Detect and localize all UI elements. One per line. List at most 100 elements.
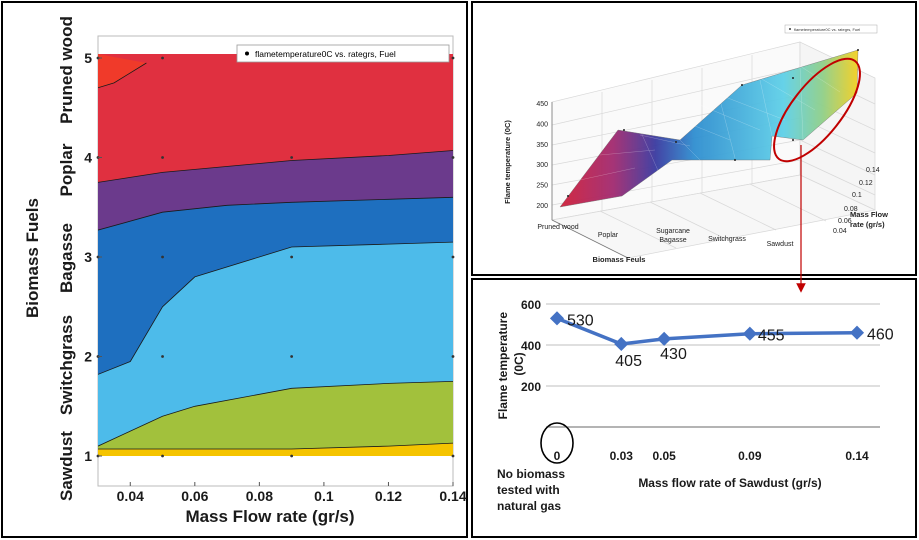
contour-sample-point [161, 56, 164, 60]
surface-rate-tick-label: 0.14 [866, 167, 880, 174]
contour-plot: 0.04 0.06 0.08 0.1 0.12 0.14 1 2 3 4 5 Sawdust Swi… [23, 16, 467, 526]
line-x-tick-label: 0.14 [845, 449, 869, 463]
line-x-tick-label: 0.05 [652, 449, 676, 463]
zero-note-line-1: No biomass [497, 467, 565, 481]
surface-z-axis-label: Flame temperature (0C) [503, 120, 512, 204]
line-series [556, 316, 858, 346]
contour-sample-point [290, 355, 294, 358]
contour-fuel-label: Sawdust [57, 431, 76, 501]
line-y-tick-label: 200 [521, 380, 541, 394]
contour-x-tick-label: 0.12 [375, 488, 402, 504]
surface-z-tick-label: 450 [536, 101, 548, 108]
line-chart: 200 400 600 0 0.03 0.05 0.09 0.14 530 405 430 455… [496, 298, 894, 513]
surface-fuel-tick-label: Sawdust [767, 241, 794, 248]
contour-line [98, 150, 453, 183]
surface-fuel-tick-label-line: Pruned wood [537, 224, 578, 231]
line-point [657, 331, 672, 346]
surface-fuel-tick-label-line: Sawdust [767, 241, 794, 248]
contour-line [98, 241, 453, 375]
line-y-axis-label: Flame temperature (0C) [496, 309, 526, 420]
contour-band [98, 443, 453, 456]
surface-z-tick-label: 200 [536, 203, 548, 210]
zero-highlight-ellipse [540, 422, 574, 464]
surface-fuel-tick-label-line: Switchgrass [708, 236, 746, 243]
surface-legend-marker [789, 28, 791, 30]
contour-legend: flametemperature0C vs. rategrs, Fuel [236, 44, 450, 63]
contour-sample-point [451, 255, 455, 259]
surface-fuel-tick-label: Pruned wood [537, 224, 578, 231]
line-point [614, 336, 629, 352]
contour-sample-point [161, 454, 164, 458]
line-data-label: 430 [660, 346, 687, 363]
contour-y-tick-label: 3 [84, 249, 92, 265]
contour-line [98, 196, 453, 231]
surface-mesh [559, 49, 859, 208]
top-right-panel-frame [471, 1, 917, 276]
line-data-label: 460 [867, 327, 894, 344]
contour-sample-point [161, 156, 164, 159]
zero-note: No biomass tested with natural gas [497, 467, 568, 513]
contour-sample-point [451, 355, 455, 358]
surface-fuel-tick-label: Poplar [598, 232, 619, 239]
contour-legend-text: flametemperature0C vs. rategrs, Fuel [255, 49, 396, 59]
surface-y-axis-label-line-1: Mass Flow [850, 210, 888, 219]
contour-legend-box [236, 44, 450, 63]
line-point [742, 326, 757, 341]
contour-legend-marker [245, 51, 249, 56]
surface-rate-tick-label: 0.08 [844, 206, 858, 213]
surface-rate-tick-label: 0.1 [852, 192, 862, 199]
contour-sample-point [290, 156, 294, 159]
surface-fuel-tick-label: Switchgrass [708, 236, 746, 243]
line-x-tick-label: 0 [554, 449, 561, 463]
contour-band [98, 381, 453, 456]
surface-z-tick-label: 250 [536, 183, 548, 190]
contour-x-axis-label: Mass Flow rate (gr/s) [185, 507, 354, 526]
surface-fuel-tick-label: Sugarcane Bagasse [656, 228, 690, 244]
contour-sample-point [451, 56, 455, 60]
contour-y-tick-label: 4 [84, 150, 92, 166]
contour-line [98, 62, 147, 89]
zero-note-line-2: tested with [497, 483, 560, 497]
surface-legend-box [784, 24, 878, 34]
line-x-tick-label: 0.03 [610, 449, 634, 463]
surface-x-axis-label: Biomass Feuls [593, 255, 646, 264]
surface-legend-text: flametemperature0C vs. rategrs, Fuel [794, 27, 860, 32]
zero-note-line-3: natural gas [497, 499, 561, 513]
highlight-ellipse [773, 57, 861, 163]
surface-front-axes [551, 102, 629, 259]
line-y-tick-label: 600 [521, 298, 541, 312]
line-data-label: 530 [567, 312, 594, 329]
contour-fuel-label: Poplar [57, 143, 76, 196]
surface-y-axis-label: Mass Flow rate (gr/s) [850, 210, 890, 229]
contour-x-tick-label: 0.1 [314, 488, 334, 504]
surface-rate-tick-label: 0.06 [838, 218, 852, 225]
surface-y-axis-label-line-2: rate (gr/s) [850, 220, 885, 229]
surface-z-tick-label: 300 [536, 162, 548, 169]
contour-x-tick-label: 0.06 [181, 488, 208, 504]
line-data-label: 405 [615, 353, 642, 370]
line-x-axis-label: Mass flow rate of Sawdust (gr/s) [638, 476, 821, 490]
surface-plot: 200 250 300 350 400 450 Pruned wood Poplar Suga… [503, 24, 890, 264]
surface-legend: flametemperature0C vs. rategrs, Fuel [784, 24, 878, 34]
surface-rate-tick-label: 0.12 [859, 180, 873, 187]
contour-sample-point [161, 355, 164, 358]
contour-y-tick-label: 2 [84, 349, 92, 365]
surface-z-tick-label: 400 [536, 121, 548, 128]
contour-sample-point [290, 454, 294, 458]
surface-rate-tick-label: 0.04 [833, 228, 847, 235]
line-x-tick-label: 0.09 [738, 449, 762, 463]
contour-y-axis-label: Biomass Fuels [23, 198, 42, 318]
line-point [849, 325, 865, 340]
contour-fuel-label: Bagasse [57, 223, 76, 293]
contour-x-tick-label: 0.04 [117, 488, 144, 504]
contour-y-tick-label: 5 [84, 50, 92, 66]
line-y-tick-label: 400 [521, 339, 541, 353]
bottom-right-panel-frame [471, 278, 917, 538]
contour-fuel-label: Switchgrass [57, 315, 76, 415]
surface-z-tick-label: 350 [536, 142, 548, 149]
surface-fuel-tick-label-line: Sugarcane [656, 228, 690, 235]
contour-y-tick-label: 1 [84, 448, 92, 464]
contour-sample-point [451, 156, 455, 159]
contour-x-tick-label: 0.14 [439, 488, 466, 504]
